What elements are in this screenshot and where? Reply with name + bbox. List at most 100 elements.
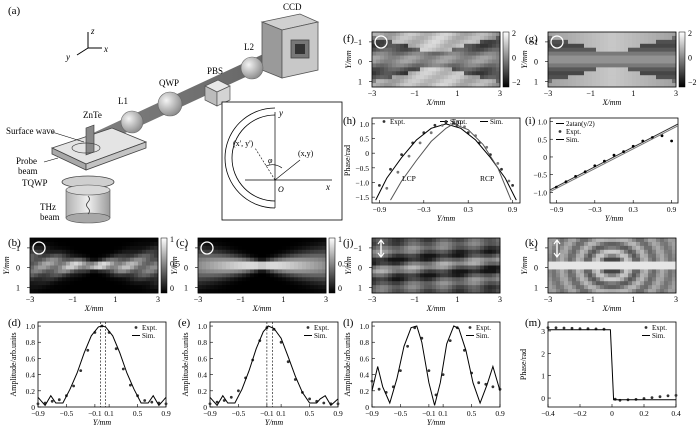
data-point [546, 326, 550, 329]
x-tick-label: 0.2 [639, 409, 649, 418]
legend-entry: Sim. [490, 118, 503, 126]
map-xtick: −1 [236, 295, 245, 304]
chart-m: (m) −0.4 −0.2 0 0.2 0.4 0 1 2 3 Phase/rad Expt.Sim. [519, 317, 681, 418]
data-point [496, 162, 500, 165]
x-tick-label: −0.9 [31, 409, 45, 418]
data-point [86, 348, 90, 352]
plot-frame [371, 321, 501, 408]
map-xtick: −3 [26, 295, 35, 304]
coordinate-inset [221, 101, 343, 221]
colorbar-tick: −2 [688, 78, 697, 87]
map-xtick: 3 [156, 295, 160, 304]
map-xtick: −1 [410, 89, 419, 98]
x-tick-label: −0.5 [60, 409, 74, 418]
y-tick-label: −1.0 [355, 178, 369, 187]
label-probe: Probe [16, 156, 37, 166]
data-point [396, 170, 400, 174]
data-point [500, 167, 503, 171]
data-point [641, 139, 645, 143]
map-xtick: −1 [586, 295, 595, 304]
sample-stage [50, 124, 148, 171]
y-axis-label: Amplitude/arb.units [181, 332, 190, 396]
map-ytick: 0 [184, 264, 188, 273]
x-tick-label: 0 [610, 409, 614, 418]
qwp-icon [157, 91, 183, 117]
data-point [129, 383, 132, 387]
x-tick-label: 0.5 [305, 409, 315, 418]
inset-pt1: (x', y') [233, 139, 254, 148]
ccd-camera-icon [260, 13, 320, 79]
map-ytick: −1 [353, 244, 362, 253]
y-axis-label: Phase/rad [343, 145, 352, 176]
axis-x: x [103, 44, 108, 54]
legend-marker [558, 130, 562, 133]
map-xlabel: X/mm [426, 304, 446, 313]
map-ytick: 0 [16, 264, 20, 273]
panel-label-m: (m) [525, 317, 541, 329]
data-point [448, 339, 452, 342]
map-xtick: −3 [368, 295, 377, 304]
data-point [229, 395, 233, 399]
y-tick-label: 0 [543, 153, 547, 162]
data-point [622, 150, 625, 154]
map-xtick: 3 [498, 295, 502, 304]
y-tick-label: 0 [203, 403, 207, 412]
map-xtick: 1 [113, 295, 117, 304]
map-xlabel: X/mm [84, 304, 104, 313]
data-point [554, 326, 558, 330]
colorbar-tick: 0.5 [338, 260, 348, 269]
y-tick-label: 0.4 [26, 371, 36, 380]
map-frame [547, 31, 677, 88]
inset-origin: O [278, 185, 284, 194]
legend-marker [468, 326, 472, 329]
label-l1: L1 [118, 96, 128, 106]
y-tick-label: 0.2 [26, 387, 36, 396]
setup-panel: (a) z x y CCD L2 PBS QWP [6, 2, 343, 224]
colorbar-tick: −2 [512, 78, 521, 87]
y-tick-label: 0 [541, 394, 545, 403]
map-xtick: 3 [324, 295, 328, 304]
label-znte: ZnTe [83, 110, 102, 120]
label-qwp: QWP [159, 78, 179, 88]
x-tick-label: 0.9 [508, 205, 518, 214]
y-tick-label: 0.6 [360, 354, 370, 363]
x-axis-label: Y/mm [437, 214, 455, 223]
data-point [511, 184, 514, 187]
data-point [377, 387, 381, 391]
x-tick-label: −0.9 [373, 205, 387, 214]
map-frame [547, 237, 677, 294]
x-axis-label: Y/mm [265, 418, 283, 427]
data-point [593, 164, 597, 168]
map-ytick: −1 [11, 244, 20, 253]
data-point [279, 340, 283, 344]
annotation: RCP [480, 174, 494, 183]
map-ytick: 0 [534, 58, 538, 67]
data-point [121, 367, 125, 371]
x-tick-label: −0.1 [260, 409, 274, 418]
data-point [378, 184, 381, 187]
y-tick-label: 1.0 [26, 322, 36, 331]
series-line [549, 123, 679, 191]
legend-entry: Sim. [314, 332, 327, 340]
map-xlabel: X/mm [602, 304, 622, 313]
panel-label-e: (e) [178, 317, 191, 329]
x-tick-label: 0.9 [667, 205, 677, 214]
data-point [612, 153, 616, 157]
plot-frame [37, 321, 167, 408]
map-xtick: 1 [455, 295, 459, 304]
colorbar [160, 237, 168, 294]
series-line [371, 325, 501, 406]
x-tick-label: 0.5 [467, 409, 477, 418]
panel-label-k: (k) [525, 237, 538, 249]
data-point [660, 134, 664, 138]
map-xtick: 1 [455, 89, 459, 98]
circular-polarization-icon [374, 35, 388, 49]
label-thz-beam: beam [40, 212, 60, 222]
map-ylabel: Y/mm [520, 50, 529, 68]
x-tick-label: −0.9 [550, 205, 564, 214]
y-tick-label: 0.2 [198, 387, 208, 396]
panel-label-d: (d) [8, 317, 21, 329]
data-point [79, 369, 83, 372]
colorbar-tick: 1 [170, 235, 174, 244]
